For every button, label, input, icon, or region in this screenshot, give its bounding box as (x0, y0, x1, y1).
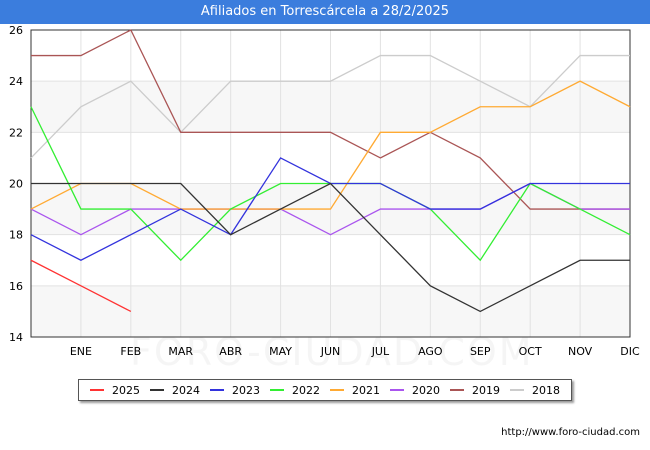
series-line-2025 (30, 259, 132, 312)
y-tick-label: 22 (9, 126, 23, 139)
legend-swatch (390, 389, 404, 391)
legend-swatch (150, 389, 164, 391)
legend-item-2025: 2025 (90, 384, 140, 397)
legend-item-2019: 2019 (450, 384, 500, 397)
legend-label: 2019 (472, 383, 500, 397)
y-tick-label: 18 (9, 229, 23, 242)
legend-swatch (330, 389, 344, 391)
y-tick-label: 24 (9, 75, 23, 88)
x-tick-label: AGO (418, 345, 443, 358)
legend-label: 2021 (352, 383, 380, 397)
x-tick-label: MAY (269, 345, 292, 358)
series-line-2024 (31, 182, 630, 313)
legend-swatch (90, 389, 104, 391)
x-tick-label: NOV (568, 345, 593, 358)
legend-swatch (510, 389, 524, 391)
x-tick-label: DIC (620, 345, 640, 358)
legend-item-2022: 2022 (270, 384, 320, 397)
legend-label: 2020 (412, 383, 440, 397)
y-tick-label: 14 (9, 331, 23, 344)
legend-item-2021: 2021 (330, 384, 380, 397)
legend-label: 2024 (172, 383, 200, 397)
legend-swatch (450, 389, 464, 391)
source-url[interactable]: http://www.foro-ciudad.com (501, 427, 640, 438)
x-tick-label: FEB (120, 345, 141, 358)
series-line-2019 (31, 29, 630, 210)
legend-swatch (210, 389, 224, 391)
y-tick-label: 20 (9, 178, 23, 191)
legend-label: 2025 (112, 383, 140, 397)
x-tick-label: JUN (320, 345, 341, 358)
legend-item-2020: 2020 (390, 384, 440, 397)
x-tick-label: OCT (519, 345, 542, 358)
legend-label: 2022 (292, 383, 320, 397)
y-tick-label: 16 (9, 280, 23, 293)
x-tick-label: ENE (70, 345, 92, 358)
legend-label: 2018 (532, 383, 560, 397)
chart-title: Afiliados en Torrescárcela a 28/2/2025 (200, 4, 450, 19)
x-tick-label: ABR (219, 345, 242, 358)
x-tick-label: SEP (470, 345, 491, 358)
legend-item-2018: 2018 (510, 384, 560, 397)
legend: 2025 2024 2023 2022 2021 2020 2019 2018 (78, 379, 572, 401)
legend-label: 2023 (232, 383, 260, 397)
title-bar (0, 0, 650, 24)
y-tick-label: 26 (9, 24, 23, 37)
x-tick-label: JUL (371, 345, 390, 358)
legend-item-2023: 2023 (210, 384, 260, 397)
x-tick-label: MAR (168, 345, 193, 358)
legend-item-2024: 2024 (150, 384, 200, 397)
legend-swatch (270, 389, 284, 391)
